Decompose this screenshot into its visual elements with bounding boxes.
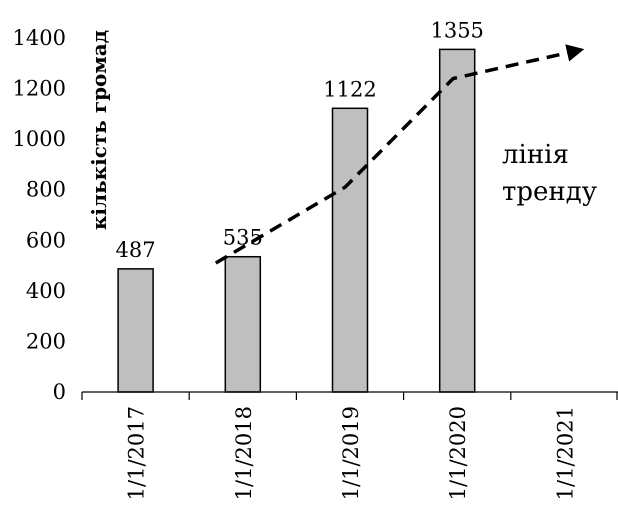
y-tick-label: 800: [26, 178, 66, 202]
axes: [81, 391, 618, 400]
trend-line-group: [214, 44, 585, 265]
x-axis-ticks: 1/1/2017 1/1/2018 1/1/2019 1/1/2020 1/1/2021: [125, 406, 578, 500]
bars: [117, 48, 476, 393]
y-tick-label: 1400: [13, 26, 66, 50]
bar: [331, 107, 369, 393]
annotation-line-2: тренду: [502, 177, 597, 207]
x-tick-label: 1/1/2017: [125, 406, 149, 500]
y-tick-label: 0: [53, 380, 66, 404]
y-tick-label: 1200: [13, 77, 66, 101]
trend-line: [214, 44, 585, 265]
y-tick-label: 200: [26, 329, 66, 353]
annotation-line-1: лінія: [502, 140, 569, 170]
y-axis-ticks: 0 200 400 600 800 1000 1200 1400: [13, 26, 66, 404]
x-tick-label: 1/1/2020: [446, 406, 470, 500]
bar: [224, 255, 262, 393]
x-tick-label: 1/1/2018: [232, 406, 256, 500]
data-label: 1355: [430, 18, 483, 42]
y-axis-label: кількість громад: [87, 30, 111, 230]
x-tick-label: 1/1/2019: [339, 406, 363, 500]
bar: [117, 268, 154, 393]
data-label: 487: [116, 238, 156, 262]
x-tick-label: 1/1/2021: [553, 406, 577, 500]
data-label: 1122: [323, 77, 376, 101]
y-tick-label: 600: [26, 228, 66, 252]
y-tick-label: 1000: [13, 127, 66, 151]
bar: [438, 48, 476, 393]
y-tick-label: 400: [26, 279, 66, 303]
trend-annotation: лінія тренду: [502, 140, 597, 207]
